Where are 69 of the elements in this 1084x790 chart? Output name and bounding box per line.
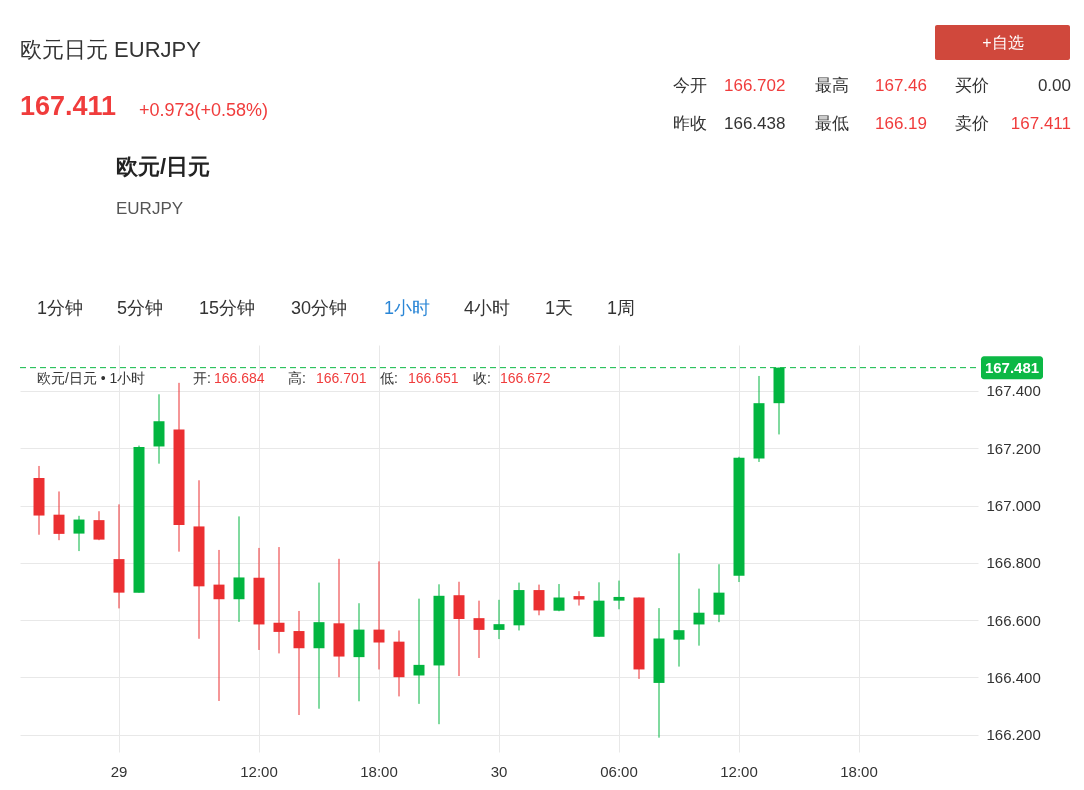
text: 4小时	[464, 298, 511, 318]
x-tick-label: 06:00	[600, 762, 638, 780]
ref-line-label: 167.481	[984, 358, 1040, 376]
candlestick	[493, 599, 505, 640]
x-tick-label: 18:00	[840, 762, 878, 780]
text: 昨收	[673, 114, 707, 133]
text: 1天	[545, 298, 574, 318]
text: EURJPY	[116, 199, 184, 218]
annotation: 166.701	[316, 370, 367, 386]
text: 今开	[673, 76, 707, 95]
y-tick-label: 167.000	[986, 497, 1041, 515]
candlestick	[413, 598, 425, 705]
text: 167.46	[875, 76, 927, 95]
x-tick-label: 12:00	[720, 762, 758, 780]
text: 1周	[607, 298, 636, 318]
text: 166.702	[724, 76, 786, 95]
text: +自选	[982, 34, 1024, 51]
x-tick-label: 30	[490, 762, 508, 780]
candlestick	[553, 583, 565, 612]
candlestick	[693, 588, 705, 647]
candlestick	[453, 581, 465, 677]
candlestick	[573, 590, 585, 607]
candlestick	[213, 549, 225, 702]
annotation: 166.651	[408, 370, 459, 386]
text: 167.411	[1010, 114, 1071, 133]
candlestick	[293, 610, 305, 716]
y-tick-label: 166.800	[986, 554, 1041, 572]
candlestick	[373, 560, 385, 670]
candlestick	[613, 580, 625, 610]
text: 166.19	[875, 114, 927, 133]
text: 166.438	[724, 114, 786, 133]
candlestick	[233, 515, 245, 623]
annotation: 166.672	[500, 370, 551, 386]
text: 买价	[955, 76, 989, 95]
x-tick-label: 29	[110, 762, 128, 780]
x-tick-label: 12:00	[240, 762, 278, 780]
text: 30分钟	[291, 298, 348, 318]
text: 1小时	[384, 298, 431, 318]
text: 欧元/日元	[116, 154, 211, 179]
annotation: 欧元/日元 • 1小时	[37, 370, 146, 386]
annotation: 收:	[473, 370, 491, 386]
annotation: 开:	[193, 370, 211, 386]
annotation: 166.684	[214, 370, 265, 386]
text: 0.00	[1037, 76, 1071, 95]
text: 15分钟	[199, 298, 256, 318]
text: +0.973(+0.58%)	[139, 100, 269, 120]
annotation: 低:	[380, 370, 398, 386]
candlestick	[53, 490, 65, 541]
text: 1分钟	[37, 298, 84, 318]
text: 167.411	[20, 91, 117, 121]
text: 最高	[815, 76, 849, 95]
text: 卖价	[955, 114, 989, 133]
y-tick-label: 167.200	[986, 439, 1041, 457]
annotation: 高:	[288, 370, 306, 386]
text: 5分钟	[117, 298, 164, 318]
x-tick-label: 18:00	[360, 762, 398, 780]
y-tick-label: 166.200	[986, 726, 1041, 744]
candlestick	[93, 510, 105, 541]
chart-title: 欧元日元 EURJPY	[20, 37, 202, 62]
y-tick-label: 167.400	[986, 382, 1041, 400]
candlestick	[533, 584, 545, 616]
candlestick	[273, 546, 285, 654]
y-tick-label: 166.600	[986, 611, 1041, 629]
candlestick	[473, 600, 485, 659]
text: 最低	[815, 114, 849, 133]
candlestick	[713, 563, 725, 623]
candlestick	[73, 515, 85, 552]
y-tick-label: 166.400	[986, 668, 1041, 686]
candlestick	[673, 552, 685, 668]
